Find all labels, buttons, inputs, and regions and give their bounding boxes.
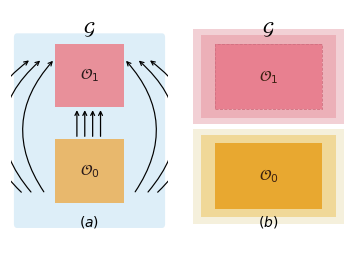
Bar [193,29,344,124]
Text: $\mathcal{O}_1$: $\mathcal{O}_1$ [259,68,278,86]
FancyArrowPatch shape [23,62,52,192]
FancyArrowPatch shape [0,61,28,192]
FancyArrowPatch shape [3,61,39,192]
Text: $\mathcal{O}_1$: $\mathcal{O}_1$ [80,67,99,85]
Text: $\mathcal{O}_0$: $\mathcal{O}_0$ [80,162,99,180]
FancyArrowPatch shape [151,61,193,192]
FancyArrowPatch shape [140,61,176,192]
Text: $\mathcal{G}$: $\mathcal{G}$ [83,21,96,39]
Bar [55,44,124,107]
Bar [201,135,336,217]
Text: $\mathcal{G}$: $\mathcal{G}$ [262,21,275,39]
FancyArrowPatch shape [127,62,156,192]
Bar [55,139,124,203]
Bar [215,44,322,109]
Bar [215,44,322,109]
Text: $(b)$: $(b)$ [258,214,279,230]
Bar [215,143,322,209]
Bar [193,128,344,224]
Text: $(a)$: $(a)$ [79,214,100,230]
Text: $\mathcal{O}_0$: $\mathcal{O}_0$ [259,167,278,185]
FancyBboxPatch shape [14,33,165,228]
Bar [201,35,336,118]
